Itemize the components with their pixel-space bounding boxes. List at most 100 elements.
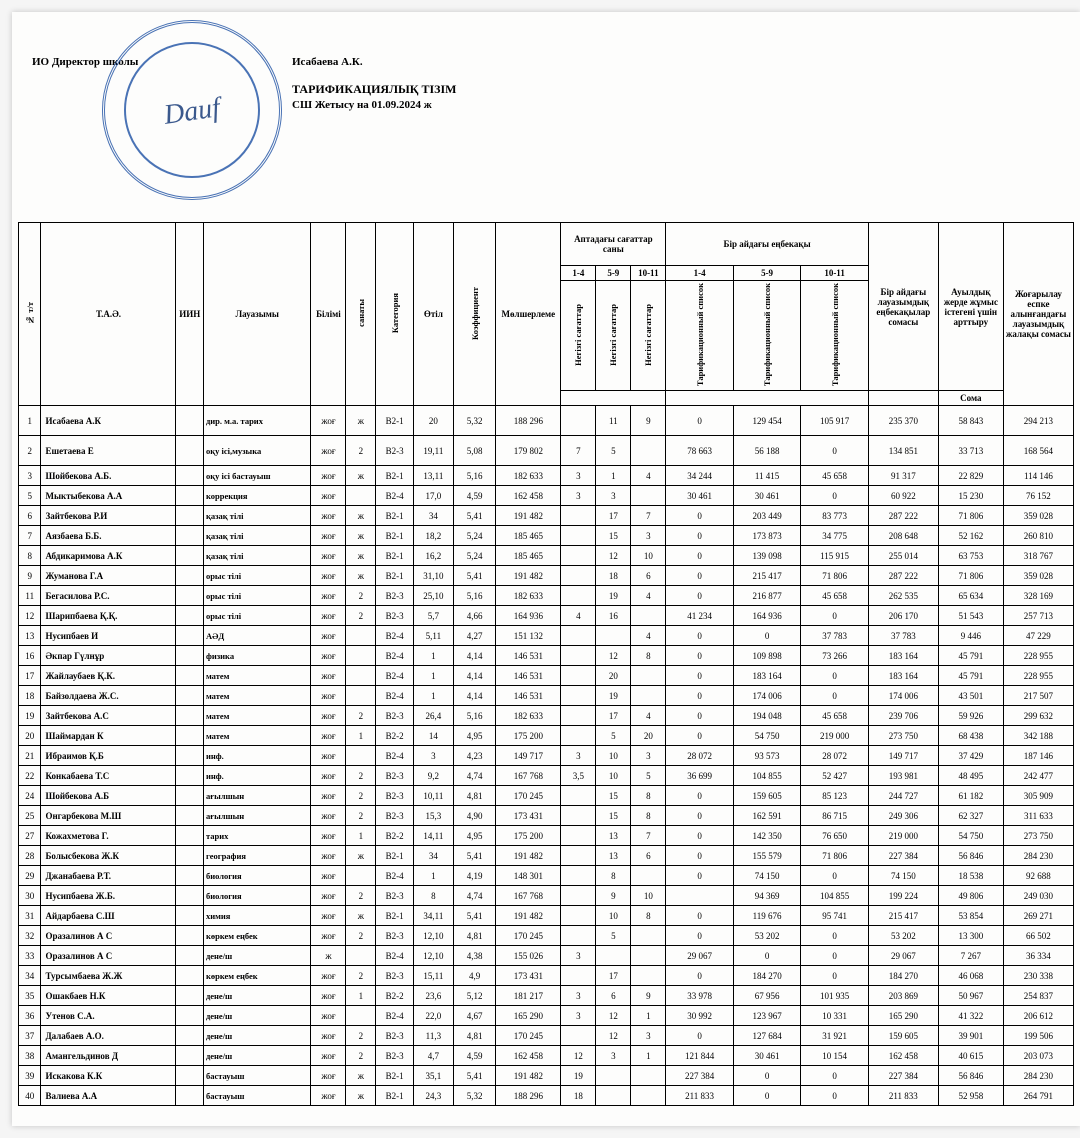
cell: 41 322 [938,1006,1003,1026]
cell [561,926,596,946]
cell: 16 [596,606,631,626]
col-h1011: 10-11 [631,266,666,281]
cell: 1 [346,826,376,846]
cell [176,466,203,486]
cell: 59 926 [938,706,1003,726]
cell: 5,08 [453,436,495,466]
cell: дене/ш [203,1046,310,1066]
cell [596,626,631,646]
cell: 3 [596,1046,631,1066]
cell: 11 415 [733,466,800,486]
cell: ж [346,906,376,926]
cell: 12 [561,1046,596,1066]
cell: 36 [19,1006,41,1026]
cell: 4,14 [453,686,495,706]
cell: ж [346,466,376,486]
cell: жоғ [311,786,346,806]
cell: 45 658 [801,706,869,726]
cell: Далабаев А.О. [41,1026,176,1046]
document-title-block: ТАРИФИКАЦИЯЛЫҚ ТІЗІМ СШ Жетысу на 01.09.… [292,82,457,111]
cell: 7 [19,526,41,546]
col-week-hours: Аптадағы сағаттар саны [561,223,666,266]
cell: 61 182 [938,786,1003,806]
cell: 19 [19,706,41,726]
cell: 11,3 [413,1026,453,1046]
cell: 5,41 [453,566,495,586]
col-education: Білімі [311,223,346,406]
cell [176,686,203,706]
cell: 19 [596,686,631,706]
cell: 27 [19,826,41,846]
table-row: 5Мыктыбекова А.АкоррекцияжоғB2-417,04,59… [19,486,1074,506]
cell: 74 150 [868,866,938,886]
cell [176,846,203,866]
cell: Жуманова Г.А [41,566,176,586]
cell: жоғ [311,906,346,926]
cell: жоғ [311,466,346,486]
cell: 2 [346,586,376,606]
cell [176,646,203,666]
cell [561,646,596,666]
cell: 4,66 [453,606,495,626]
cell: Зайтбекова Р.И [41,506,176,526]
cell: ж [346,526,376,546]
cell: 5,16 [453,706,495,726]
cell: 31 921 [801,1026,869,1046]
cell: 14,11 [413,826,453,846]
cell: 6 [631,846,666,866]
cell: жоғ [311,546,346,566]
cell: 5,24 [453,526,495,546]
cell: Исабаева А.К [41,406,176,436]
cell: 47 229 [1003,626,1073,646]
cell: Джанабаева Р.Т. [41,866,176,886]
table-row: 29Джанабаева Р.Т.биологияжоғB2-414,19148… [19,866,1074,886]
cell [631,1066,666,1086]
cell [631,666,666,686]
cell: B2-2 [376,726,413,746]
cell [561,506,596,526]
cell: 15 [596,526,631,546]
cell: ж [346,1066,376,1086]
cell: 5 [631,766,666,786]
cell: 4,74 [453,886,495,906]
cell: 287 222 [868,506,938,526]
cell: 211 833 [868,1086,938,1106]
cell: 2 [346,606,376,626]
cell: 299 632 [1003,706,1073,726]
cell: 76 650 [801,826,869,846]
cell: 5,12 [453,986,495,1006]
cell: 0 [801,946,869,966]
cell: 5,41 [453,846,495,866]
cell: 52 958 [938,1086,1003,1106]
cell: 15 230 [938,486,1003,506]
cell: 56 846 [938,846,1003,866]
cell: 170 245 [496,786,561,806]
cell: 162 458 [496,486,561,506]
cell: 4,38 [453,946,495,966]
cell: 0 [666,786,733,806]
cell: 5,16 [453,586,495,606]
cell: 22 [19,766,41,786]
cell [561,546,596,566]
cell: қазақ тілі [203,526,310,546]
cell: 170 245 [496,1026,561,1046]
cell: Байзолдаева Ж.С. [41,686,176,706]
cell: 0 [666,866,733,886]
table-row: 20Шаймардан Кматемжоғ1B2-2144,95175 2005… [19,726,1074,746]
cell: 0 [801,436,869,466]
cell: 227 384 [868,1066,938,1086]
cell: 167 768 [496,766,561,786]
cell: 4,81 [453,786,495,806]
cell: 45 791 [938,646,1003,666]
cell: 194 048 [733,706,800,726]
cell: Оразалинов А С [41,926,176,946]
cell: 58 843 [938,406,1003,436]
cell: 146 531 [496,686,561,706]
cell: 56 846 [938,1066,1003,1086]
cell: 5,32 [453,406,495,436]
cell: 185 465 [496,526,561,546]
cell: 311 633 [1003,806,1073,826]
cell: 30 461 [733,1046,800,1066]
cell: 48 495 [938,766,1003,786]
cell: 45 658 [801,466,869,486]
